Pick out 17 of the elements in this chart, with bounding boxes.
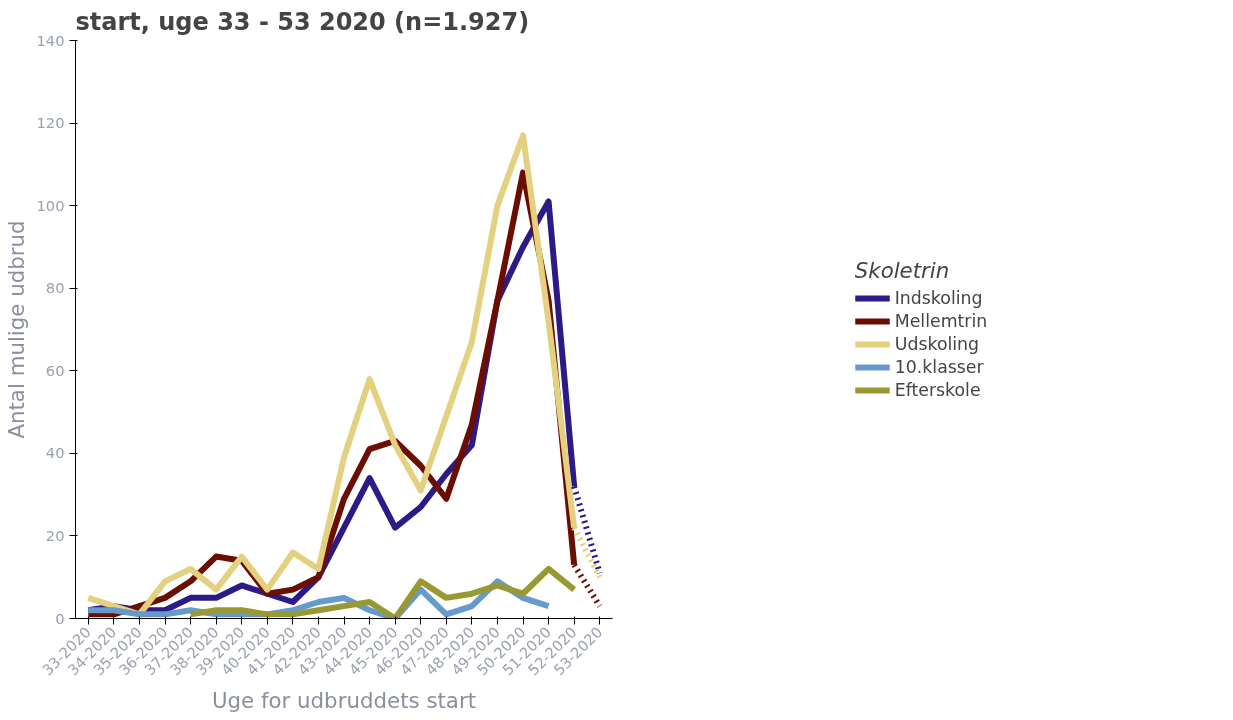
legend-title: Skoletrin	[854, 258, 951, 283]
y-tick-label: 100	[36, 196, 65, 214]
y-axis-title: Antal mulige udbrud	[3, 220, 29, 439]
y-tick-label: 80	[45, 279, 65, 297]
y-tick-label: 0	[55, 609, 65, 627]
y-tick-label: 140	[36, 31, 65, 49]
y-tick-label: 120	[36, 114, 65, 132]
legend-label: Indskoling	[894, 288, 983, 308]
y-tick-label: 20	[45, 526, 65, 544]
legend-label: Udskoling	[894, 334, 980, 354]
chart-title: start, uge 33 - 53 2020 (n=1.927)	[75, 7, 530, 36]
legend-label: Mellemtrin	[894, 311, 988, 331]
legend-label: 10.klasser	[894, 357, 984, 377]
x-axis-title: Uge for udbruddets start	[211, 687, 477, 713]
y-tick-label: 40	[45, 444, 65, 462]
legend-label: Efterskole	[894, 380, 981, 400]
y-tick-label: 60	[45, 361, 65, 379]
